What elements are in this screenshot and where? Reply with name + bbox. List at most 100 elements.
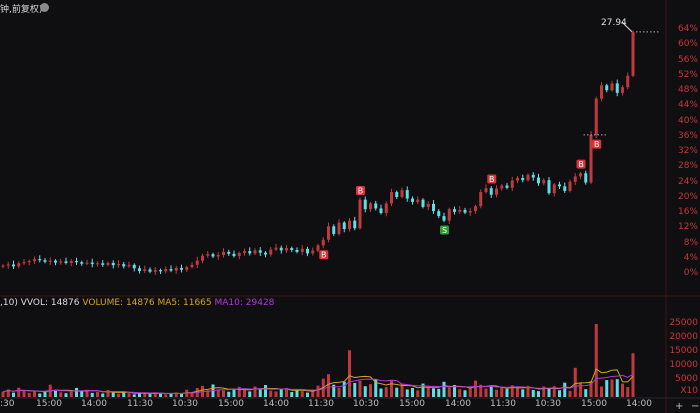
price-tick-label: 28% <box>677 161 698 172</box>
volume-bar <box>169 393 173 397</box>
volume-bar <box>117 393 120 397</box>
volume-bar <box>253 386 257 397</box>
candle-body <box>69 261 73 263</box>
legend-ma10: MA10: 29428 <box>214 298 275 308</box>
candle-body <box>615 83 619 93</box>
time-tick-label: 15:00 <box>218 399 244 409</box>
time-tick-label: 11:30 <box>127 399 153 409</box>
candle-body <box>579 173 582 177</box>
candle-body <box>421 199 425 207</box>
candle-body <box>43 260 47 262</box>
candle-body <box>332 226 336 234</box>
candle-body <box>358 199 362 229</box>
candle-body <box>27 261 31 263</box>
candle-body <box>132 264 136 269</box>
volume-bar <box>568 390 572 397</box>
price-tick-label: 48% <box>677 85 698 95</box>
price-tick-label: 36% <box>677 130 698 141</box>
candle-body <box>437 211 441 217</box>
volume-tick-label: 5000 <box>675 374 698 384</box>
volume-bar <box>159 393 162 397</box>
volume-bar <box>279 389 283 397</box>
candle-body <box>631 31 635 76</box>
candle-body <box>279 247 283 251</box>
candle-body <box>211 254 215 257</box>
candle-body <box>232 253 236 257</box>
candle-body <box>495 188 498 195</box>
candle-body <box>568 181 572 191</box>
volume-bar <box>285 387 288 397</box>
candle-body <box>201 255 204 261</box>
candle-body <box>342 222 346 230</box>
candle-body <box>584 173 588 183</box>
candle-body <box>17 263 21 267</box>
time-tick-label: 10:30 <box>535 399 561 409</box>
candle-body <box>6 264 10 266</box>
candle-body <box>106 262 110 265</box>
volume-bar <box>132 394 136 397</box>
candle-body <box>59 261 63 263</box>
volume-bar <box>300 391 304 397</box>
candle-body <box>248 251 252 254</box>
volume-bar <box>605 380 609 397</box>
volume-bar <box>610 379 614 397</box>
candle-body <box>269 249 273 255</box>
candle-body <box>143 269 147 271</box>
high-price-label: 27.94 <box>601 18 627 28</box>
candle-body <box>222 251 225 255</box>
candle-body <box>537 177 540 184</box>
candle-body <box>374 203 378 209</box>
volume-legend: ,10) VVOL: 14876 VOLUME: 14876 MA5: 1166… <box>0 298 274 308</box>
candle-body <box>542 180 546 184</box>
signal-marker-B <box>319 250 329 260</box>
volume-bar <box>453 385 456 397</box>
price-tick-label: 8% <box>683 237 698 248</box>
volume-bar <box>6 389 10 397</box>
candle-body <box>190 264 194 268</box>
time-tick-label: 15:00 <box>36 399 62 409</box>
volume-bar <box>90 392 94 397</box>
volume-bar <box>363 386 367 397</box>
chart-title: 钟,前复权) <box>0 5 43 15</box>
settings-icon[interactable] <box>40 3 49 12</box>
ma10-line <box>2 373 634 394</box>
volume-bar <box>594 324 598 397</box>
time-tick-label: 15:00 <box>399 399 425 409</box>
volume-bar <box>411 387 414 397</box>
price-label-pointer <box>621 21 633 33</box>
volume-bar <box>621 383 624 397</box>
signal-marker-label: S <box>442 226 447 235</box>
volume-bar <box>332 384 336 397</box>
candle-body <box>363 199 367 210</box>
volume-bar <box>447 387 451 397</box>
volume-bar <box>495 389 498 397</box>
volume-bar <box>542 386 546 397</box>
time-tick-label: 14:00 <box>263 399 289 409</box>
volume-bar <box>33 391 36 397</box>
price-tick-label: 12% <box>677 222 698 233</box>
signal-marker-B <box>356 185 365 195</box>
volume-bar <box>421 383 425 397</box>
candle-body <box>327 226 330 240</box>
candle-body <box>101 263 105 265</box>
volume-bar <box>516 388 519 397</box>
volume-tick-label: 25000 <box>669 318 698 328</box>
candle-body <box>621 87 624 93</box>
candle-body <box>384 203 388 213</box>
candle-body <box>290 248 294 250</box>
signal-marker-B <box>487 174 497 184</box>
zoom-in-button[interactable]: + <box>675 401 684 412</box>
volume-bar <box>75 387 78 397</box>
zoom-out-button[interactable]: − <box>691 401 700 412</box>
candle-body <box>316 245 320 251</box>
candle-body <box>484 188 488 193</box>
candle-body <box>64 261 68 263</box>
volume-bar <box>552 386 556 397</box>
volume-bar <box>237 386 241 397</box>
price-tick-label: 20% <box>677 191 698 202</box>
candle-body <box>127 264 131 267</box>
candle-body <box>306 248 309 254</box>
candle-body <box>400 190 404 197</box>
candle-body <box>510 180 514 188</box>
